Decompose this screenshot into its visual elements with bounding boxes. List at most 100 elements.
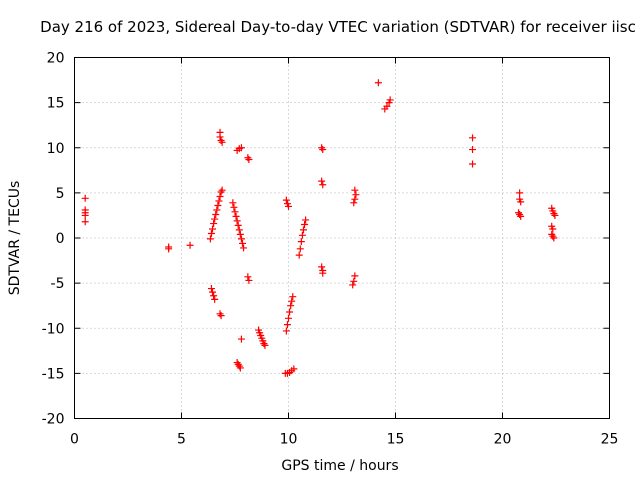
- x-tick-label: 0: [70, 432, 79, 448]
- data-point: [349, 281, 357, 289]
- data-point: [287, 302, 295, 310]
- data-point: [374, 79, 382, 87]
- data-point: [469, 134, 477, 142]
- data-point: [215, 197, 223, 205]
- y-tick-label: -5: [51, 276, 65, 292]
- data-point: [319, 269, 327, 277]
- data-point: [237, 235, 245, 243]
- data-point: [549, 232, 557, 240]
- data-point: [217, 312, 225, 320]
- y-axis-title: SDTVAR / TECUs: [7, 181, 23, 296]
- x-tick-label: 25: [601, 432, 619, 448]
- y-tick-label: -20: [42, 412, 65, 428]
- data-point: [216, 310, 224, 318]
- data-point: [290, 365, 298, 373]
- data-point: [213, 206, 221, 214]
- data-point: [469, 160, 477, 168]
- data-point: [517, 212, 525, 220]
- data-point: [551, 211, 559, 219]
- data-point: [212, 211, 220, 219]
- data-point: [351, 272, 359, 280]
- y-tick-label: 10: [47, 141, 65, 157]
- data-point: [218, 138, 226, 146]
- data-point: [211, 295, 219, 303]
- data-point: [516, 189, 524, 197]
- data-point: [238, 239, 246, 247]
- data-point: [245, 276, 253, 284]
- data-point: [240, 244, 248, 252]
- data-point: [296, 245, 304, 253]
- data-point: [319, 181, 327, 189]
- y-tick-label: -10: [42, 321, 65, 337]
- data-point: [206, 235, 214, 243]
- data-point: [211, 215, 219, 223]
- data-point: [207, 229, 215, 237]
- data-point: [236, 364, 244, 372]
- data-point: [261, 341, 269, 349]
- data-point: [216, 192, 224, 200]
- data-point: [319, 146, 327, 154]
- data-point: [214, 202, 222, 210]
- axis-ticks: 0 5 10 15 20 25 -20 -15 -10 -5 0 5 10 15 20: [42, 51, 619, 448]
- data-point: [282, 327, 290, 335]
- data-points: [81, 79, 559, 377]
- data-point: [207, 285, 215, 293]
- x-tick-label: 10: [280, 432, 298, 448]
- data-point: [297, 238, 305, 246]
- data-point: [216, 133, 224, 141]
- data-point: [288, 297, 296, 305]
- data-point: [231, 208, 239, 216]
- data-point: [318, 263, 326, 271]
- y-tick-label: -15: [42, 366, 65, 382]
- data-point: [282, 196, 290, 204]
- grid-lines: [74, 57, 610, 419]
- data-point: [244, 273, 252, 281]
- data-point: [302, 216, 310, 224]
- data-point: [232, 212, 240, 220]
- data-point: [517, 198, 525, 206]
- data-point: [233, 217, 241, 225]
- y-tick-label: 15: [47, 96, 65, 112]
- y-tick-label: 5: [56, 186, 65, 202]
- data-point: [351, 186, 359, 194]
- data-point: [229, 199, 237, 207]
- y-tick-label: 20: [47, 51, 65, 67]
- x-tick-label: 20: [494, 432, 512, 448]
- data-point: [285, 202, 292, 210]
- data-point: [217, 137, 225, 145]
- data-point: [165, 245, 173, 253]
- data-point: [318, 177, 326, 185]
- data-point: [289, 293, 297, 301]
- x-tick-label: 5: [177, 432, 186, 448]
- x-tick-label: 15: [387, 432, 405, 448]
- data-point: [351, 195, 359, 203]
- data-point: [298, 231, 306, 239]
- data-point: [469, 146, 477, 154]
- data-point: [81, 218, 89, 226]
- data-point: [81, 194, 89, 202]
- y-tick-label: 0: [56, 231, 65, 247]
- data-point: [383, 102, 391, 110]
- data-point: [186, 241, 194, 249]
- data-point: [318, 144, 326, 152]
- data-point: [218, 186, 226, 194]
- data-point: [209, 288, 217, 296]
- data-point: [210, 220, 218, 228]
- data-point: [285, 314, 292, 322]
- data-point: [81, 211, 89, 219]
- data-point: [295, 251, 303, 259]
- data-point: [301, 220, 309, 228]
- data-point: [230, 203, 238, 211]
- data-point: [550, 234, 558, 242]
- data-point: [350, 277, 358, 285]
- data-point: [236, 230, 244, 238]
- data-point: [352, 191, 360, 199]
- data-point: [244, 154, 252, 162]
- data-point: [209, 225, 217, 233]
- data-point: [350, 199, 358, 207]
- data-point: [516, 211, 524, 219]
- data-point: [210, 292, 218, 300]
- chart-title: Day 216 of 2023, Sidereal Day-to-day VTE…: [40, 18, 636, 36]
- data-point: [245, 155, 253, 163]
